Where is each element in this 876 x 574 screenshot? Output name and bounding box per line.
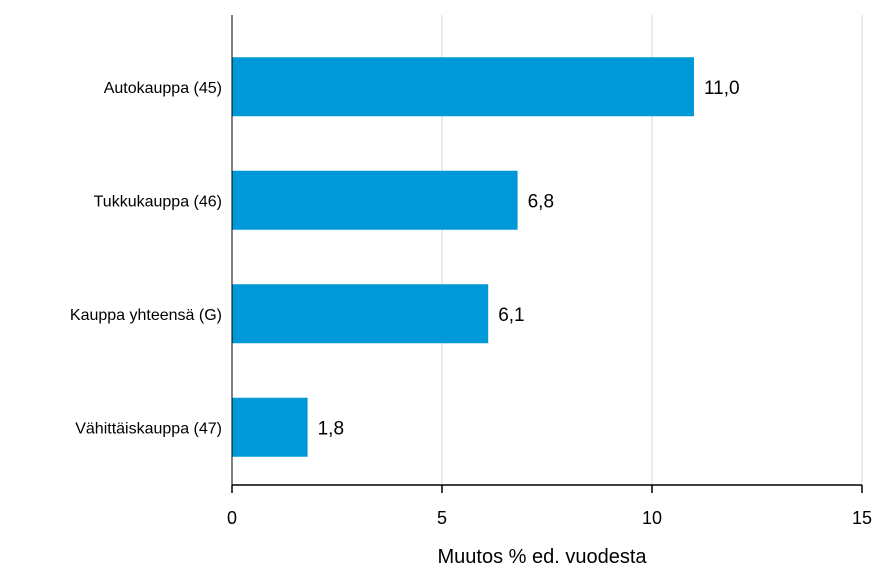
x-tick-label: 5	[437, 508, 447, 528]
category-label: Kauppa yhteensä (G)	[70, 307, 222, 324]
category-label: Autokauppa (45)	[104, 80, 222, 97]
x-tick-label: 10	[642, 508, 662, 528]
bar-2	[232, 170, 518, 230]
data-label: 1,8	[318, 418, 344, 439]
data-label: 6,8	[528, 191, 554, 212]
category-label: Vähittäiskauppa (47)	[75, 420, 222, 437]
x-axis-title: Muutos % ed. vuodesta	[437, 546, 647, 568]
data-label: 11,0	[704, 78, 740, 99]
x-tick-label: 15	[852, 508, 872, 528]
category-label: Tukkukauppa (46)	[94, 193, 222, 210]
bar-1	[232, 57, 694, 117]
bars	[232, 57, 694, 457]
labels: Autokauppa (45) 11,0 Tukkukauppa (46) 6,8 Ka…	[70, 78, 872, 528]
x-tick-label: 0	[227, 508, 237, 528]
bar-4	[232, 397, 308, 457]
bar-3	[232, 284, 489, 344]
axes	[231, 15, 863, 493]
data-label: 6,1	[498, 305, 524, 326]
